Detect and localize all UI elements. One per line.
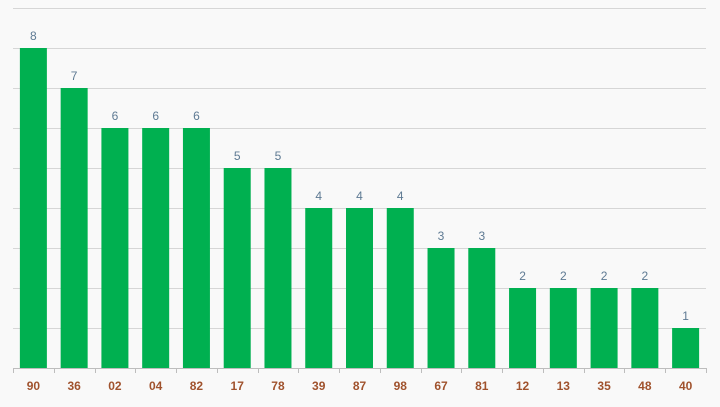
bar xyxy=(509,288,537,368)
bar-value-label: 2 xyxy=(601,269,608,283)
bar-value-label: 6 xyxy=(193,109,200,123)
bar-value-label: 2 xyxy=(642,269,649,283)
x-tick-label: 98 xyxy=(394,379,408,393)
bar xyxy=(264,168,292,368)
bar xyxy=(672,328,700,368)
bar xyxy=(427,248,455,368)
x-tick-label: 90 xyxy=(27,379,41,393)
bar xyxy=(60,88,88,368)
x-tick-label: 48 xyxy=(638,379,652,393)
bar xyxy=(631,288,659,368)
bar xyxy=(223,168,251,368)
bar-value-label: 4 xyxy=(315,189,322,203)
bars xyxy=(19,48,700,368)
bar-value-label: 7 xyxy=(71,69,78,83)
bar xyxy=(19,48,47,368)
x-tick-label: 02 xyxy=(108,379,122,393)
bar-value-label: 6 xyxy=(112,109,119,123)
x-tick-label: 12 xyxy=(516,379,530,393)
bar-value-label: 2 xyxy=(519,269,526,283)
bar xyxy=(182,128,210,368)
x-tick-label: 36 xyxy=(67,379,81,393)
bar-value-label: 1 xyxy=(682,309,689,323)
bar-value-label: 2 xyxy=(560,269,567,283)
x-tick-label: 67 xyxy=(434,379,448,393)
x-tick-label: 39 xyxy=(312,379,326,393)
bar xyxy=(549,288,577,368)
x-axis: 90 36 02 04 82 17 78 39 87 98 67 81 12 13 35 48 40 xyxy=(13,368,707,393)
x-tick-label: 82 xyxy=(190,379,204,393)
bar xyxy=(590,288,618,368)
bar xyxy=(101,128,129,368)
bar xyxy=(346,208,373,368)
bar-value-label: 6 xyxy=(152,109,159,123)
x-tick-label: 78 xyxy=(271,379,285,393)
bar-value-label: 4 xyxy=(356,189,363,203)
x-tick-label: 04 xyxy=(149,379,163,393)
bar-value-label: 5 xyxy=(234,149,241,163)
x-tick-label: 40 xyxy=(679,379,693,393)
x-tick-label: 17 xyxy=(231,379,245,393)
x-tick-label: 81 xyxy=(475,379,489,393)
bar-value-label: 3 xyxy=(438,229,445,243)
bar-value-label: 8 xyxy=(30,29,37,43)
x-tick-label: 87 xyxy=(353,379,367,393)
bar xyxy=(142,128,170,368)
x-tick-label: 35 xyxy=(597,379,611,393)
gridlines xyxy=(13,8,706,329)
bar-value-label: 3 xyxy=(478,229,485,243)
bar-value-label: 5 xyxy=(275,149,282,163)
bar xyxy=(305,208,333,368)
bar xyxy=(386,208,414,368)
bar-value-label: 4 xyxy=(397,189,404,203)
x-tick-label: 13 xyxy=(557,379,571,393)
value-labels: 8 7 6 6 6 5 5 4 4 4 3 3 2 2 2 2 1 xyxy=(30,29,689,323)
bar xyxy=(468,248,496,368)
